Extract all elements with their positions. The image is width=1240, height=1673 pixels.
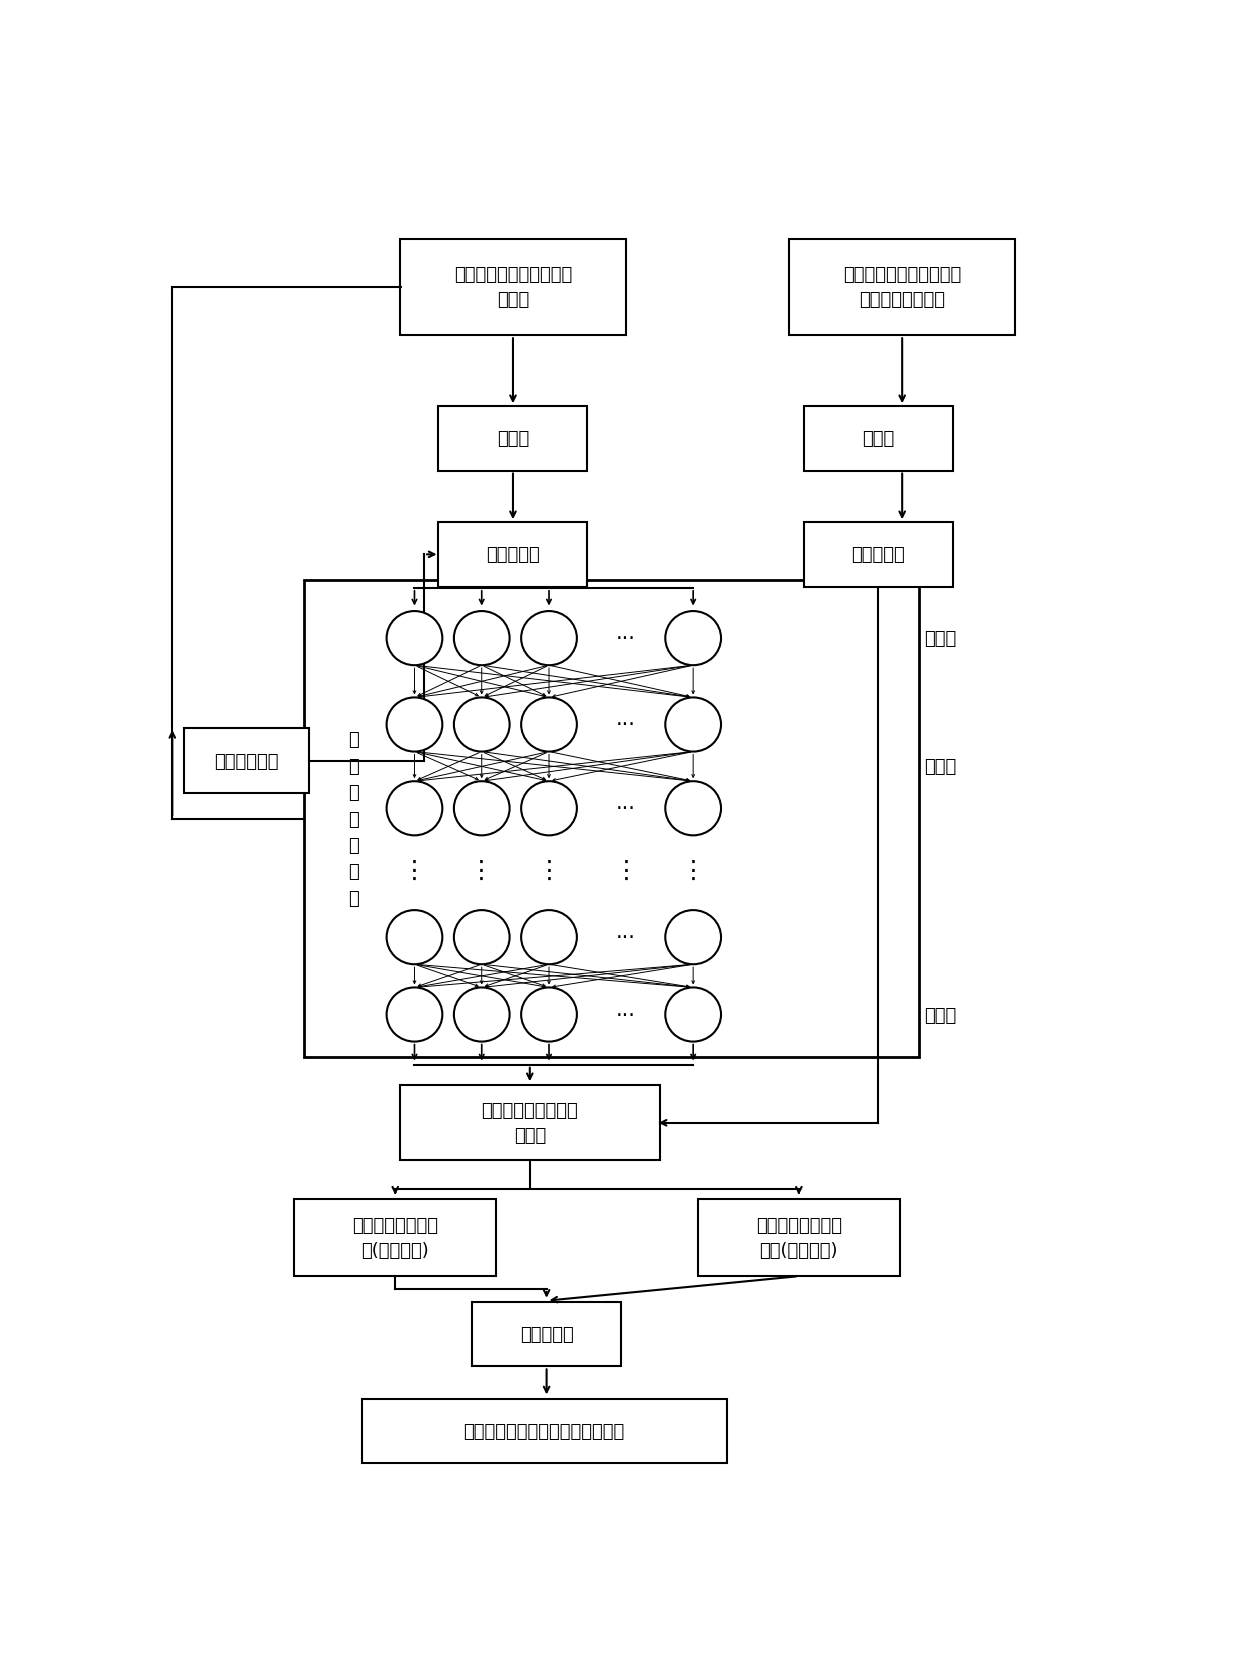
Text: 预处理: 预处理 [862, 430, 894, 448]
Text: ⋮: ⋮ [614, 858, 639, 883]
Text: 得到待诊断数据特征表示分类结果: 得到待诊断数据特征表示分类结果 [464, 1422, 625, 1440]
Ellipse shape [454, 987, 510, 1042]
Ellipse shape [521, 987, 577, 1042]
Text: 不同工况下实时收集的轴
承振动加速度数据: 不同工况下实时收集的轴 承振动加速度数据 [843, 266, 961, 310]
Ellipse shape [666, 612, 720, 666]
Ellipse shape [387, 612, 443, 666]
Ellipse shape [666, 910, 720, 965]
Text: ⋮: ⋮ [469, 858, 495, 883]
Bar [439, 522, 588, 587]
Ellipse shape [454, 698, 510, 753]
Ellipse shape [387, 987, 443, 1042]
Text: 预训练样本: 预训练样本 [486, 545, 539, 564]
Ellipse shape [387, 910, 443, 965]
Bar [472, 1302, 621, 1367]
Ellipse shape [666, 987, 720, 1042]
Ellipse shape [521, 781, 577, 836]
Bar [789, 239, 1016, 336]
Bar [362, 1399, 727, 1464]
Text: 待诊断样本: 待诊断样本 [852, 545, 905, 564]
Text: 目标领域样本特征
表示(测试样本): 目标领域样本特征 表示(测试样本) [756, 1216, 842, 1260]
Ellipse shape [521, 612, 577, 666]
Text: 输入层: 输入层 [924, 629, 956, 647]
Text: ⋮: ⋮ [681, 858, 706, 883]
Text: ⋮: ⋮ [402, 858, 427, 883]
Text: ⋮: ⋮ [537, 858, 562, 883]
Bar [439, 407, 588, 472]
Ellipse shape [454, 781, 510, 836]
Text: ···: ··· [616, 1005, 636, 1026]
Bar [294, 1200, 496, 1276]
Text: ···: ··· [616, 629, 636, 649]
Text: 隐含层: 隐含层 [924, 758, 956, 776]
Text: 输出层: 输出层 [924, 1005, 956, 1024]
Ellipse shape [521, 910, 577, 965]
Text: ···: ··· [616, 927, 636, 947]
Bar [304, 581, 919, 1057]
Ellipse shape [454, 612, 510, 666]
Text: 源领域样本特征表
示(训练样本): 源领域样本特征表 示(训练样本) [352, 1216, 438, 1260]
Ellipse shape [454, 910, 510, 965]
Text: 支持向量机: 支持向量机 [520, 1325, 573, 1343]
Ellipse shape [666, 781, 720, 836]
Bar [401, 239, 626, 336]
Text: ···: ··· [616, 798, 636, 818]
Text: 带参数的深度联合适
配模型: 带参数的深度联合适 配模型 [481, 1101, 578, 1144]
Text: 预
训
练
深
度
模
型: 预 训 练 深 度 模 型 [348, 731, 360, 907]
Ellipse shape [387, 698, 443, 753]
Bar [184, 729, 309, 793]
Ellipse shape [521, 698, 577, 753]
Bar [804, 522, 952, 587]
Text: ···: ··· [616, 714, 636, 734]
Bar [401, 1086, 660, 1161]
Bar [698, 1200, 900, 1276]
Text: 预处理: 预处理 [497, 430, 529, 448]
Ellipse shape [387, 781, 443, 836]
Ellipse shape [666, 698, 720, 753]
Bar [804, 407, 952, 472]
Text: 训练数据样本: 训练数据样本 [215, 753, 279, 770]
Text: 已有标签的轴承振动加速
度数据: 已有标签的轴承振动加速 度数据 [454, 266, 572, 310]
